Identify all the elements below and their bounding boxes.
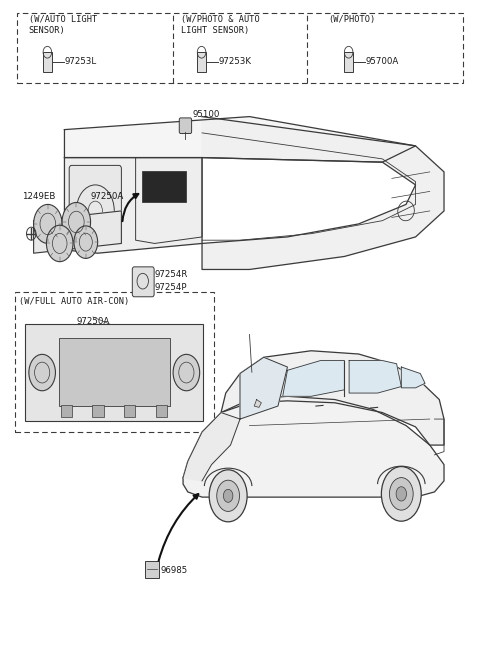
FancyBboxPatch shape bbox=[344, 52, 353, 72]
Polygon shape bbox=[254, 400, 261, 407]
FancyBboxPatch shape bbox=[43, 52, 52, 72]
Text: (W/PHOTO): (W/PHOTO) bbox=[328, 15, 375, 24]
Circle shape bbox=[29, 354, 56, 391]
Text: 97250A: 97250A bbox=[76, 317, 109, 326]
Text: 97254P: 97254P bbox=[155, 283, 187, 292]
Polygon shape bbox=[221, 351, 444, 445]
Circle shape bbox=[389, 478, 413, 510]
Polygon shape bbox=[64, 157, 202, 253]
FancyBboxPatch shape bbox=[142, 171, 186, 203]
FancyBboxPatch shape bbox=[69, 165, 121, 217]
Polygon shape bbox=[183, 413, 240, 481]
FancyBboxPatch shape bbox=[60, 405, 72, 417]
FancyBboxPatch shape bbox=[25, 324, 204, 421]
Circle shape bbox=[382, 466, 421, 521]
Text: 97253K: 97253K bbox=[219, 58, 252, 66]
Circle shape bbox=[173, 354, 200, 391]
Circle shape bbox=[209, 470, 247, 522]
Polygon shape bbox=[240, 358, 288, 419]
FancyBboxPatch shape bbox=[156, 405, 167, 417]
Text: 97253L: 97253L bbox=[64, 58, 96, 66]
Circle shape bbox=[396, 487, 407, 501]
Polygon shape bbox=[349, 361, 401, 393]
Text: 97250A: 97250A bbox=[91, 192, 124, 201]
Text: (W/AUTO LIGHT
SENSOR): (W/AUTO LIGHT SENSOR) bbox=[29, 15, 97, 35]
Polygon shape bbox=[183, 396, 444, 497]
FancyBboxPatch shape bbox=[197, 52, 206, 72]
FancyBboxPatch shape bbox=[124, 405, 135, 417]
Polygon shape bbox=[34, 211, 121, 253]
Polygon shape bbox=[283, 361, 344, 396]
FancyBboxPatch shape bbox=[179, 118, 192, 134]
Circle shape bbox=[74, 226, 97, 258]
FancyBboxPatch shape bbox=[59, 338, 170, 406]
Text: 95700A: 95700A bbox=[366, 58, 399, 66]
FancyBboxPatch shape bbox=[92, 405, 104, 417]
Polygon shape bbox=[64, 117, 416, 162]
Circle shape bbox=[217, 480, 240, 512]
Circle shape bbox=[34, 205, 62, 243]
FancyBboxPatch shape bbox=[144, 561, 159, 578]
Text: (W/PHOTO & AUTO
LIGHT SENSOR): (W/PHOTO & AUTO LIGHT SENSOR) bbox=[180, 15, 260, 35]
FancyBboxPatch shape bbox=[132, 267, 154, 297]
Circle shape bbox=[223, 489, 233, 502]
Text: 1249EB: 1249EB bbox=[22, 192, 55, 201]
Text: (W/FULL AUTO AIR-CON): (W/FULL AUTO AIR-CON) bbox=[19, 297, 130, 306]
Text: 97254R: 97254R bbox=[155, 270, 188, 279]
Polygon shape bbox=[401, 367, 425, 388]
Circle shape bbox=[47, 225, 73, 262]
Text: 95100: 95100 bbox=[192, 110, 220, 119]
Text: 96985: 96985 bbox=[161, 566, 188, 575]
Polygon shape bbox=[202, 117, 444, 270]
Circle shape bbox=[62, 203, 91, 241]
